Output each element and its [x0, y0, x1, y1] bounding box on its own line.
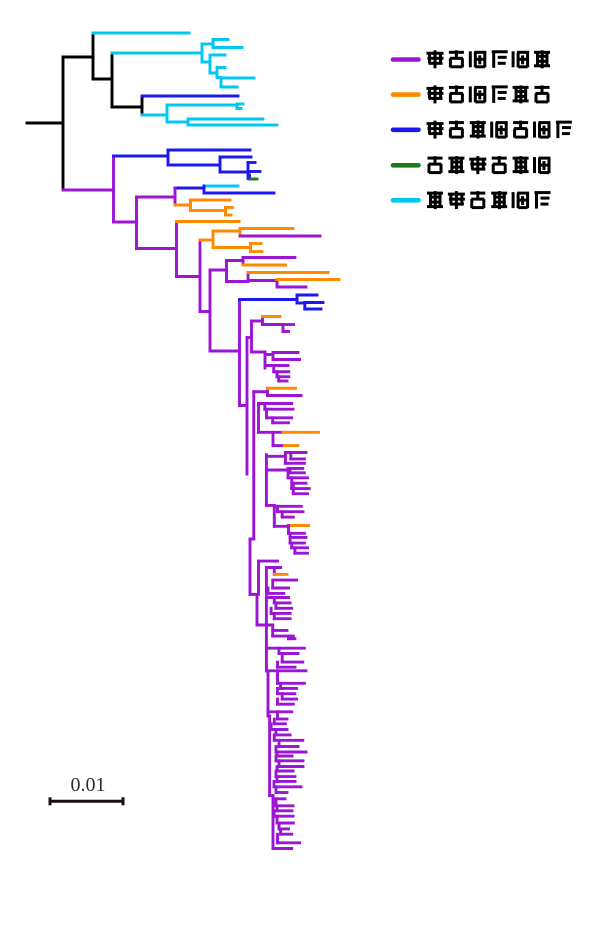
svg-text:0.01: 0.01: [71, 774, 106, 796]
